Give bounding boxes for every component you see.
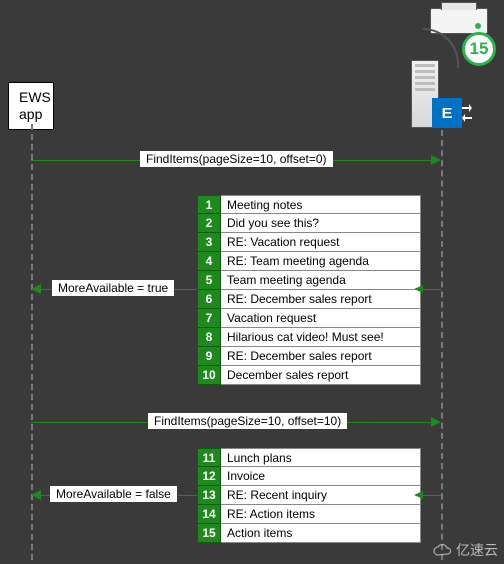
watermark: 亿速云	[432, 540, 498, 560]
row-subject: RE: December sales report	[221, 347, 421, 366]
arrow-resp2-right	[421, 495, 441, 496]
printer-icon	[430, 8, 488, 34]
arrow-req2-head	[431, 417, 441, 427]
row-subject: Meeting notes	[221, 195, 421, 214]
table-row: 14RE: Action items	[197, 505, 421, 524]
row-index: 12	[197, 467, 221, 486]
row-subject: Invoice	[221, 467, 421, 486]
table-row: 5Team meeting agenda	[197, 271, 421, 290]
row-index: 2	[197, 214, 221, 233]
row-subject: Vacation request	[221, 309, 421, 328]
row-subject: RE: December sales report	[221, 290, 421, 309]
table-row: 4RE: Team meeting agenda	[197, 252, 421, 271]
row-index: 8	[197, 328, 221, 347]
label-resp2: MoreAvailable = false	[50, 486, 177, 502]
table-row: 6RE: December sales report	[197, 290, 421, 309]
result-page-2: 11Lunch plans12Invoice13RE: Recent inqui…	[197, 448, 421, 543]
sequence-diagram: EWS app E 15 FindItems(pageSize=10, offs…	[0, 0, 504, 564]
table-row: 1Meeting notes	[197, 195, 421, 214]
row-subject: Team meeting agenda	[221, 271, 421, 290]
actor-client-label-2: app	[19, 106, 43, 123]
row-index: 4	[197, 252, 221, 271]
label-req1: FindItems(pageSize=10, offset=0)	[140, 151, 333, 167]
table-row: 11Lunch plans	[197, 448, 421, 467]
row-index: 1	[197, 195, 221, 214]
row-index: 5	[197, 271, 221, 290]
row-index: 10	[197, 366, 221, 385]
table-row: 7Vacation request	[197, 309, 421, 328]
row-index: 14	[197, 505, 221, 524]
row-subject: Lunch plans	[221, 448, 421, 467]
row-index: 7	[197, 309, 221, 328]
row-subject: Action items	[221, 524, 421, 543]
actor-client-label-1: EWS	[19, 89, 43, 106]
row-index: 13	[197, 486, 221, 505]
arrow-resp1-right	[421, 289, 441, 290]
table-row: 2Did you see this?	[197, 214, 421, 233]
row-index: 15	[197, 524, 221, 543]
row-subject: RE: Action items	[221, 505, 421, 524]
row-index: 3	[197, 233, 221, 252]
table-row: 13RE: Recent inquiry	[197, 486, 421, 505]
row-subject: Did you see this?	[221, 214, 421, 233]
label-resp1: MoreAvailable = true	[52, 280, 174, 296]
table-row: 8Hilarious cat video! Must see!	[197, 328, 421, 347]
arrow-resp1-head	[31, 284, 41, 294]
label-req2: FindItems(pageSize=10, offset=10)	[148, 413, 347, 429]
table-row: 9RE: December sales report	[197, 347, 421, 366]
actor-client: EWS app	[8, 82, 54, 130]
item-count-badge: 15	[462, 32, 496, 66]
arrow-resp1-right-head	[414, 285, 423, 293]
row-subject: RE: Recent inquiry	[221, 486, 421, 505]
lifeline-server	[441, 130, 443, 560]
table-row: 15Action items	[197, 524, 421, 543]
table-row: 3RE: Vacation request	[197, 233, 421, 252]
item-count-value: 15	[470, 39, 489, 59]
exchange-badge-letter: E	[441, 105, 452, 122]
cloud-icon	[432, 543, 452, 557]
result-page-1: 1Meeting notes2Did you see this?3RE: Vac…	[197, 195, 421, 385]
arrow-resp2-head	[31, 490, 41, 500]
watermark-text: 亿速云	[456, 540, 498, 560]
row-subject: RE: Team meeting agenda	[221, 252, 421, 271]
row-subject: Hilarious cat video! Must see!	[221, 328, 421, 347]
row-subject: RE: Vacation request	[221, 233, 421, 252]
table-row: 12Invoice	[197, 467, 421, 486]
arrow-resp2-right-head	[414, 491, 423, 499]
row-index: 11	[197, 448, 221, 467]
row-index: 9	[197, 347, 221, 366]
table-row: 10December sales report	[197, 366, 421, 385]
row-index: 6	[197, 290, 221, 309]
row-subject: December sales report	[221, 366, 421, 385]
exchange-badge-icon: E	[432, 98, 462, 128]
arrow-req1-head	[431, 155, 441, 165]
